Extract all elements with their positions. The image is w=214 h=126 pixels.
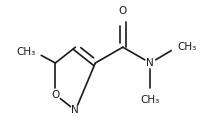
Text: O: O (51, 90, 59, 100)
Text: CH₃: CH₃ (177, 42, 196, 52)
Text: N: N (71, 105, 79, 115)
Text: N: N (146, 58, 154, 68)
Text: CH₃: CH₃ (141, 95, 160, 105)
Text: CH₃: CH₃ (16, 47, 35, 57)
Text: O: O (119, 6, 127, 15)
